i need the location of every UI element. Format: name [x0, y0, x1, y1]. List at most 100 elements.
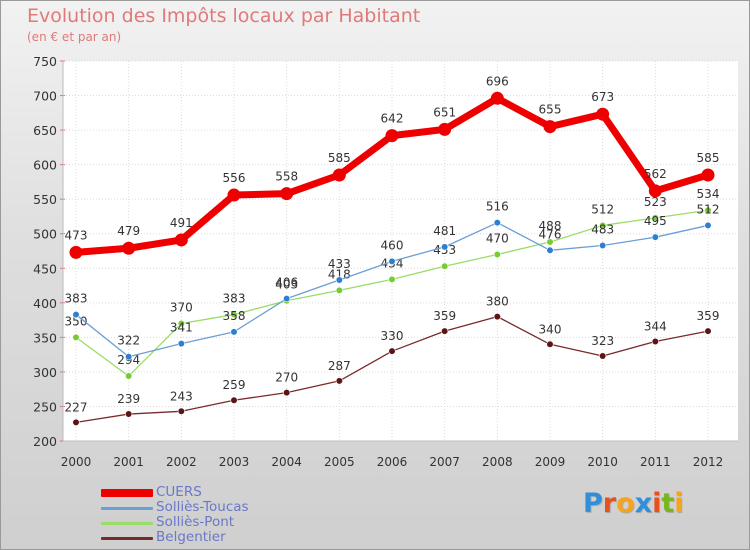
data-point [599, 241, 607, 250]
y-tick-label: 350 [33, 330, 57, 345]
data-label: 380 [486, 295, 509, 309]
data-point [704, 327, 712, 335]
data-label: 523 [644, 195, 667, 209]
data-label: 655 [539, 103, 562, 117]
data-label: 516 [486, 200, 509, 214]
data-label: 651 [433, 105, 456, 119]
data-label: 495 [644, 214, 667, 228]
y-tick-label: 550 [33, 192, 57, 207]
data-point [174, 233, 188, 247]
data-label: 403 [275, 278, 298, 292]
logo-letter: P [583, 488, 603, 519]
legend-swatch [101, 537, 153, 540]
data-label: 344 [644, 320, 667, 334]
data-point [230, 310, 238, 319]
data-label: 340 [539, 322, 562, 336]
data-point [122, 241, 136, 255]
data-point [335, 276, 343, 284]
data-label: 406 [275, 276, 298, 290]
x-tick-label: 2003 [219, 455, 250, 469]
chart-subtitle: (en € et par an) [27, 30, 122, 44]
legend-label: Belgentier [156, 529, 226, 545]
x-tick-label: 2002 [166, 455, 197, 469]
data-label: 479 [117, 224, 140, 238]
data-label: 383 [65, 292, 88, 306]
data-point [283, 295, 291, 303]
data-label: 227 [65, 400, 88, 414]
data-label: 270 [275, 371, 298, 385]
logo-letter: i [674, 488, 684, 519]
data-label: 512 [591, 202, 614, 216]
data-label: 239 [117, 392, 140, 406]
data-label: 370 [170, 301, 193, 315]
data-point [651, 214, 659, 222]
y-tick-label: 700 [33, 89, 57, 104]
logo-letter: i [652, 488, 662, 519]
x-tick-label: 2007 [429, 455, 460, 469]
y-tick-label: 600 [33, 158, 57, 173]
data-point [283, 389, 291, 397]
data-point [230, 328, 238, 336]
data-label: 460 [381, 238, 404, 252]
data-point [490, 91, 504, 105]
data-label: 696 [486, 74, 509, 88]
data-label: 433 [328, 257, 351, 271]
series-cuers: 473 479 491 556 558 585 642 651 696 655 673 562 585 [65, 74, 719, 259]
data-point [651, 233, 659, 241]
x-tick-label: 2006 [377, 455, 408, 469]
data-label: 350 [65, 314, 88, 328]
data-point [648, 184, 662, 198]
data-point [280, 187, 294, 201]
x-tick-label: 2001 [113, 455, 144, 469]
x-tick-label: 2004 [271, 455, 302, 469]
data-point [441, 243, 449, 251]
data-point [227, 188, 241, 202]
data-point [230, 396, 238, 404]
logo-letter: x [634, 488, 653, 519]
legend-label: CUERS [156, 484, 202, 500]
x-tick-label: 2005 [324, 455, 355, 469]
data-label: 558 [275, 170, 298, 184]
data-point [441, 327, 449, 335]
data-label: 473 [65, 228, 88, 242]
legend-swatch [101, 522, 153, 525]
y-tick-label: 750 [33, 54, 57, 69]
data-point [546, 340, 554, 348]
y-tick-label: 300 [33, 365, 57, 380]
logo-letter: t [661, 488, 675, 519]
x-tick-label: 2009 [535, 455, 566, 469]
data-label: 481 [433, 224, 456, 238]
data-point [599, 352, 607, 360]
x-tick-label: 2012 [693, 455, 724, 469]
data-label: 491 [170, 216, 193, 230]
data-label: 512 [697, 202, 720, 216]
data-label: 330 [381, 329, 404, 343]
data-point [72, 333, 80, 341]
x-tick-label: 2000 [61, 455, 92, 469]
data-point [493, 313, 501, 321]
plot-area [63, 61, 738, 441]
data-point [177, 407, 185, 415]
data-point [546, 246, 554, 254]
data-point [543, 120, 557, 134]
data-point [69, 245, 83, 259]
data-point [546, 238, 554, 246]
legend-swatch [101, 507, 153, 510]
data-label: 483 [591, 222, 614, 236]
data-label: 358 [223, 309, 246, 323]
data-point [704, 206, 712, 214]
data-point [388, 275, 396, 283]
data-point [335, 377, 343, 385]
x-tick-label: 2008 [482, 455, 513, 469]
data-label: 287 [328, 359, 351, 373]
legend-label: Solliès-Pont [156, 514, 235, 530]
data-point [704, 221, 712, 230]
data-label: 562 [644, 167, 667, 181]
data-label: 642 [381, 112, 404, 126]
data-point [701, 168, 715, 182]
data-point [72, 418, 80, 426]
data-label: 383 [223, 292, 246, 306]
data-point [125, 353, 133, 361]
data-point [335, 286, 343, 294]
